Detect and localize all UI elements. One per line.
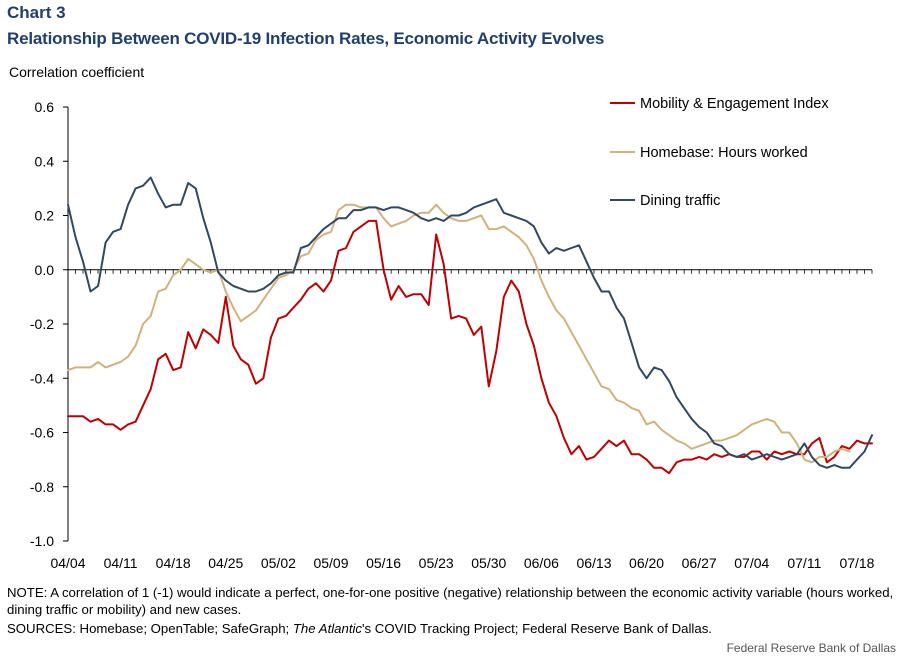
series-line-2 [67, 203, 851, 464]
y-tick-label: -0.8 [30, 479, 54, 495]
x-tick-label: 05/16 [366, 555, 401, 571]
chart-credit: Federal Reserve Bank of Dallas [726, 641, 896, 655]
x-tick-label: 04/18 [156, 555, 191, 571]
x-tick-label: 05/23 [419, 555, 454, 571]
y-tick-label: -0.2 [30, 316, 54, 332]
x-tick-label: 06/06 [524, 555, 559, 571]
x-tick-label: 04/25 [208, 555, 243, 571]
y-tick-label: 0.2 [35, 208, 55, 224]
x-tick-label: 05/09 [313, 555, 348, 571]
legend-label: Homebase: Hours worked [640, 145, 808, 161]
chart-series [67, 176, 873, 475]
chart-label: Chart 3 [7, 3, 66, 22]
x-tick-label: 07/11 [787, 555, 821, 571]
series-line-3 [67, 176, 873, 469]
x-tick-label: 06/13 [576, 555, 611, 571]
x-tick-label: 05/02 [261, 555, 296, 571]
y-tick-label: 0.0 [35, 262, 55, 278]
y-tick-label: 0.6 [35, 99, 55, 115]
chart-sources: SOURCES: Homebase; OpenTable; SafeGraph;… [7, 621, 712, 636]
x-tick-label: 06/27 [682, 555, 717, 571]
x-tick-label: 05/30 [471, 555, 506, 571]
x-tick-label: 04/04 [50, 555, 85, 571]
x-tick-label: 07/18 [839, 555, 874, 571]
x-tick-label: 04/11 [104, 555, 138, 571]
x-tick-label: 07/04 [734, 555, 769, 571]
y-axis-title: Correlation coefficient [9, 64, 145, 80]
sources-suffix: 's COVID Tracking Project; Federal Reser… [362, 621, 712, 636]
chart-title: Relationship Between COVID-19 Infection … [7, 29, 605, 48]
legend-label: Dining traffic [640, 193, 720, 209]
y-tick-label: -1.0 [30, 533, 54, 549]
chart-axes: 0.6 0.4 0.2 0.0 -0.2 -0.4 -0.6 -0.8 -1.0 04/04 04/… [30, 99, 875, 571]
y-tick-label: 0.4 [35, 153, 55, 169]
chart-note: NOTE: A correlation of 1 (-1) would indi… [7, 585, 894, 617]
sources-italic: The Atlantic [292, 621, 363, 636]
y-tick-label: -0.6 [30, 425, 54, 441]
sources-prefix: SOURCES: Homebase; OpenTable; SafeGraph; [7, 621, 293, 636]
x-tick-label: 06/20 [629, 555, 664, 571]
y-tick-label: -0.4 [30, 370, 54, 386]
line-chart: 0.6 0.4 0.2 0.0 -0.2 -0.4 -0.6 -0.8 -1.0 04/04 04/… [30, 96, 875, 571]
legend-label: Mobility & Engagement Index [640, 96, 829, 112]
chart-legend: Mobility & Engagement Index Homebase: Hou… [610, 96, 829, 209]
